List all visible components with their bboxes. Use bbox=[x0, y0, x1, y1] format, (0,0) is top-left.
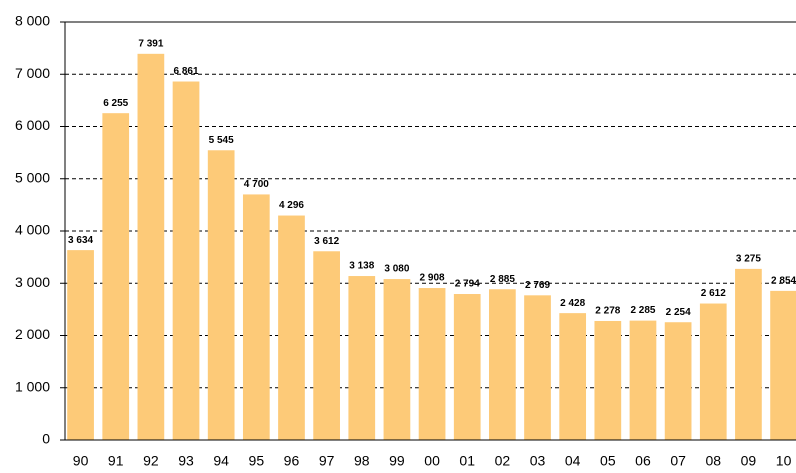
value-label: 6 861 bbox=[174, 66, 199, 77]
x-tick-label: 93 bbox=[178, 453, 194, 469]
bar bbox=[137, 53, 165, 440]
x-tick-label: 03 bbox=[530, 453, 546, 469]
y-tick-label: 1 000 bbox=[15, 378, 50, 394]
x-tick-label: 96 bbox=[284, 453, 300, 469]
x-tick-label: 08 bbox=[705, 453, 721, 469]
value-label: 4 700 bbox=[244, 179, 269, 190]
value-label: 2 278 bbox=[595, 306, 620, 317]
x-tick-label: 05 bbox=[600, 453, 616, 469]
bar bbox=[699, 303, 727, 440]
bar bbox=[559, 313, 587, 440]
y-tick-label: 5 000 bbox=[15, 169, 50, 185]
bar bbox=[453, 294, 481, 440]
value-label: 3 612 bbox=[314, 236, 339, 247]
bar bbox=[102, 113, 130, 441]
bar bbox=[594, 320, 622, 440]
y-tick-label: 2 000 bbox=[15, 326, 50, 342]
bar bbox=[172, 81, 200, 440]
y-tick-label: 3 000 bbox=[15, 274, 50, 290]
bar bbox=[313, 251, 340, 440]
value-label: 2 612 bbox=[701, 288, 726, 299]
value-label: 2 428 bbox=[560, 298, 585, 309]
bar bbox=[664, 322, 692, 440]
value-label: 2 285 bbox=[630, 305, 655, 316]
bar bbox=[242, 194, 270, 440]
value-label: 4 296 bbox=[279, 200, 304, 211]
value-label: 3 080 bbox=[384, 264, 409, 275]
bar bbox=[735, 268, 762, 440]
bar bbox=[207, 150, 235, 440]
x-tick-label: 90 bbox=[73, 453, 89, 469]
x-tick-label: 97 bbox=[319, 453, 335, 469]
bar bbox=[770, 290, 796, 440]
bar bbox=[383, 279, 411, 440]
y-tick-label: 0 bbox=[42, 431, 50, 447]
bar bbox=[629, 320, 657, 440]
x-tick-label: 01 bbox=[459, 453, 475, 469]
x-tick-label: 09 bbox=[741, 453, 757, 469]
value-label: 2 885 bbox=[490, 274, 515, 285]
value-label: 2 794 bbox=[455, 279, 480, 290]
x-tick-label: 91 bbox=[108, 453, 124, 469]
value-label: 6 255 bbox=[103, 98, 128, 109]
bar bbox=[418, 288, 446, 440]
value-label: 2 254 bbox=[666, 307, 691, 318]
bar bbox=[278, 215, 305, 440]
x-tick-label: 04 bbox=[565, 453, 581, 469]
value-label: 3 275 bbox=[736, 254, 761, 265]
y-tick-label: 4 000 bbox=[15, 222, 50, 238]
x-tick-label: 07 bbox=[670, 453, 686, 469]
x-tick-label: 99 bbox=[389, 453, 405, 469]
bar bbox=[67, 250, 94, 440]
x-tick-label: 06 bbox=[635, 453, 651, 469]
bar bbox=[524, 295, 551, 440]
y-tick-label: 7 000 bbox=[15, 65, 50, 81]
x-tick-label: 92 bbox=[143, 453, 159, 469]
x-tick-label: 02 bbox=[495, 453, 511, 469]
value-label: 5 545 bbox=[209, 135, 234, 146]
y-tick-label: 6 000 bbox=[15, 117, 50, 133]
value-label: 3 138 bbox=[349, 261, 374, 272]
x-tick-label: 00 bbox=[424, 453, 440, 469]
x-tick-label: 95 bbox=[249, 453, 265, 469]
x-tick-label: 98 bbox=[354, 453, 370, 469]
value-label: 7 391 bbox=[138, 38, 163, 49]
value-label: 2 908 bbox=[420, 273, 445, 284]
x-tick-label: 94 bbox=[213, 453, 229, 469]
bar bbox=[348, 276, 376, 440]
y-tick-label: 8 000 bbox=[15, 13, 50, 29]
x-tick-label: 10 bbox=[776, 453, 792, 469]
value-label: 2 854 bbox=[771, 276, 796, 287]
bar bbox=[489, 289, 516, 440]
value-label: 2 769 bbox=[525, 280, 550, 291]
value-label: 3 634 bbox=[68, 235, 93, 246]
